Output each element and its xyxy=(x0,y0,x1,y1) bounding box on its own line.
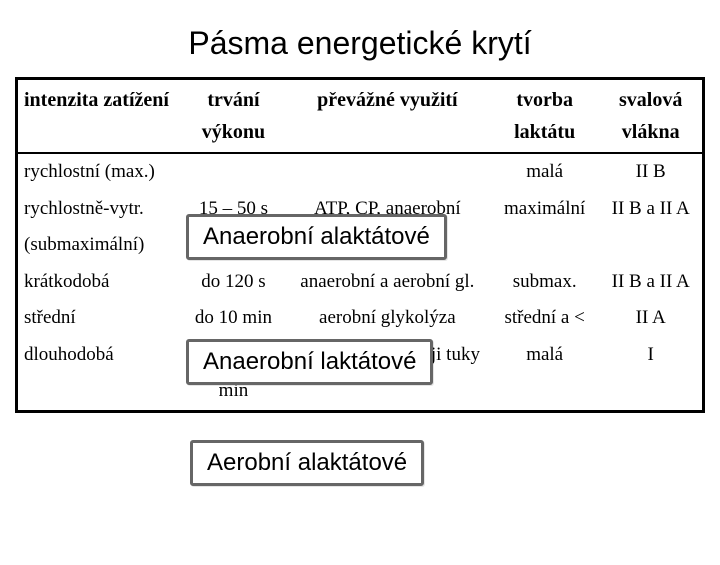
header-duration: trvání výkonu xyxy=(182,80,285,153)
cell: anaerobní a aerobní gl. xyxy=(285,264,490,301)
cell: do 10 min xyxy=(182,300,285,337)
overlay-aerobic-alactate: Aerobní alaktátové xyxy=(190,440,424,486)
page-title: Pásma energetické krytí xyxy=(0,25,720,62)
header-row: intenzita zatížení trvání výkonu převážn… xyxy=(18,80,702,153)
cell: II B a II A xyxy=(599,191,702,228)
cell: rychlostní (max.) xyxy=(18,153,182,191)
header-text: laktátu xyxy=(514,121,575,143)
header-text: vlákna xyxy=(622,121,680,143)
cell: I xyxy=(599,337,702,374)
header-text: svalová xyxy=(619,89,682,111)
cell: (submaximální) xyxy=(18,227,182,264)
cell: rychlostně-vytr. xyxy=(18,191,182,228)
table-row: rychlostní (max.) malá II B xyxy=(18,153,702,191)
overlay-anaerobic-alactate: Anaerobní alaktátové xyxy=(186,214,447,260)
cell: dlouhodobá xyxy=(18,337,182,374)
cell: krátkodobá xyxy=(18,264,182,301)
cell: II B xyxy=(599,153,702,191)
cell xyxy=(285,153,490,191)
cell: do 120 s xyxy=(182,264,285,301)
cell xyxy=(18,373,182,410)
header-lactate: tvorba laktátu xyxy=(490,80,599,153)
header-usage: převážné využití xyxy=(285,80,490,153)
cell: malá xyxy=(490,337,599,374)
header-text: převážné využití xyxy=(317,89,458,111)
overlay-anaerobic-lactate: Anaerobní laktátové xyxy=(186,339,433,385)
cell xyxy=(599,227,702,264)
header-text: výkonu xyxy=(202,121,265,143)
header-intensity: intenzita zatížení xyxy=(18,80,182,153)
table-row: krátkodobá do 120 s anaerobní a aerobní … xyxy=(18,264,702,301)
cell: aerobní glykolýza xyxy=(285,300,490,337)
table-row: střední do 10 min aerobní glykolýza stře… xyxy=(18,300,702,337)
cell xyxy=(599,373,702,410)
header-text: trvání xyxy=(207,89,259,111)
cell: submax. xyxy=(490,264,599,301)
header-text: intenzita zatížení xyxy=(24,89,169,111)
header-text: tvorba xyxy=(516,89,573,111)
cell: malá xyxy=(490,153,599,191)
cell: maximální xyxy=(490,191,599,228)
cell: střední a < xyxy=(490,300,599,337)
cell: II B a II A xyxy=(599,264,702,301)
cell xyxy=(490,227,599,264)
header-fibers: svalová vlákna xyxy=(599,80,702,153)
cell: střední xyxy=(18,300,182,337)
cell xyxy=(182,153,285,191)
cell: II A xyxy=(599,300,702,337)
cell xyxy=(490,373,599,410)
